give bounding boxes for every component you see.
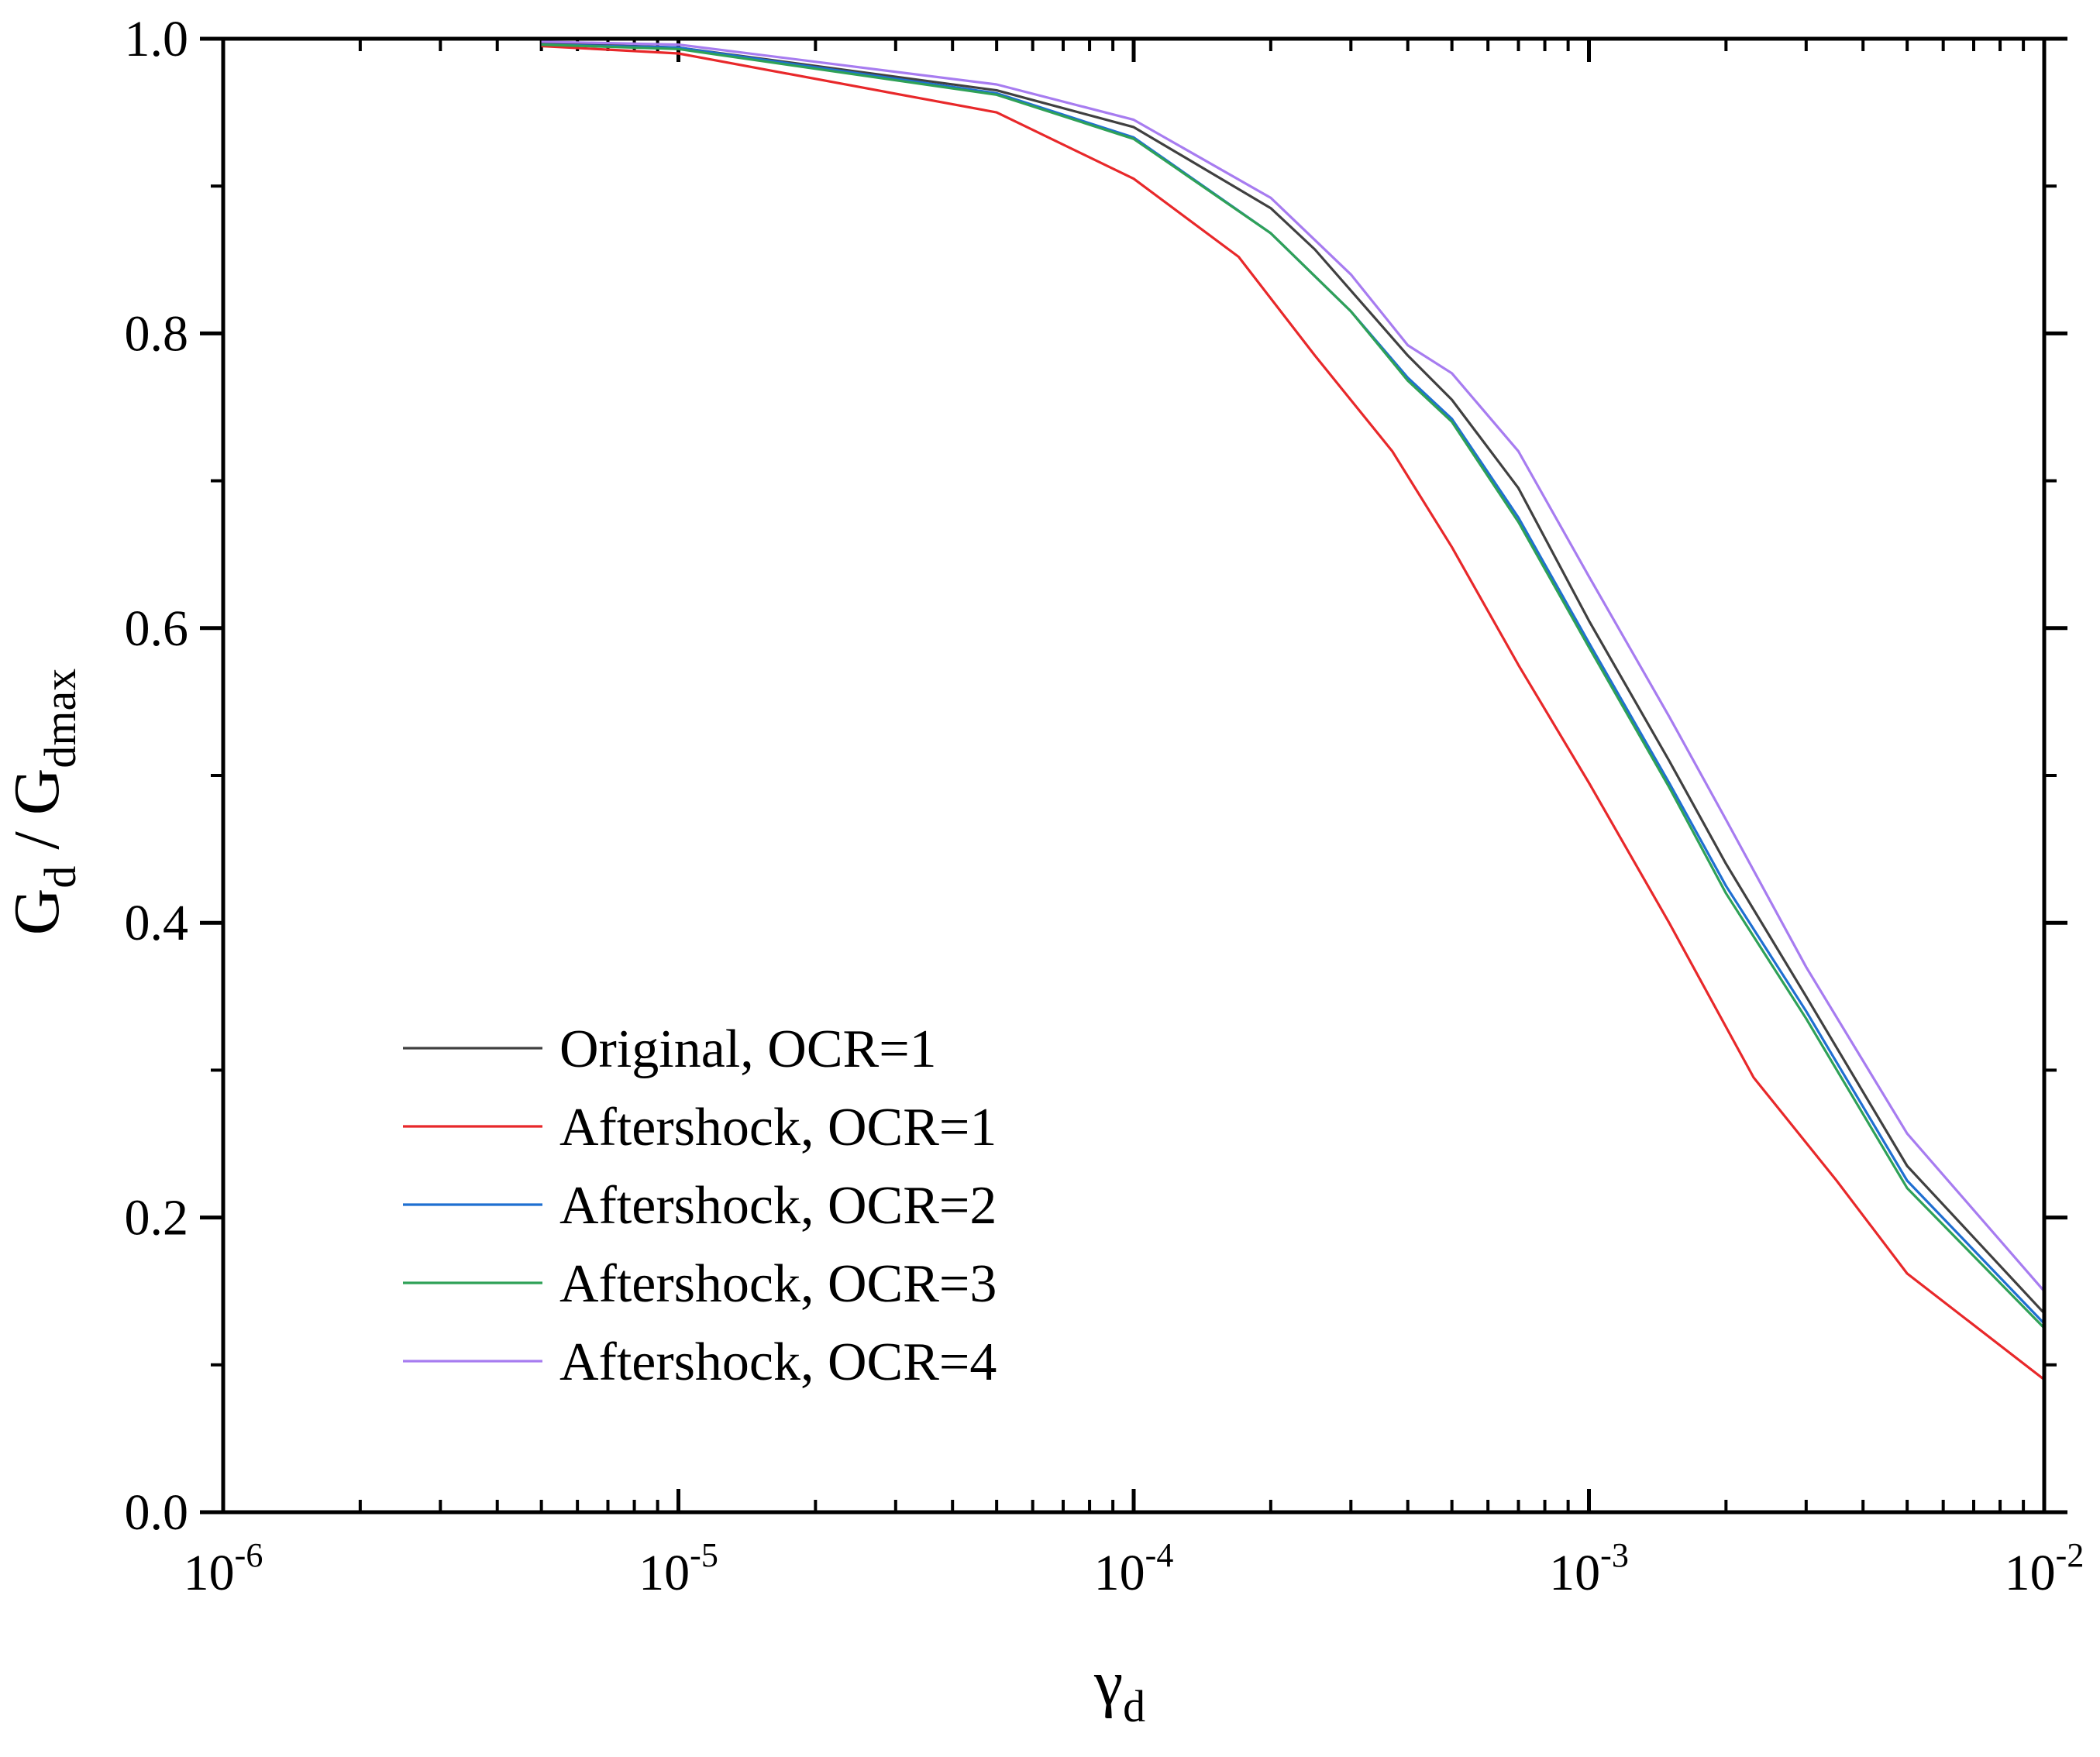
x-tick-label-base: 10: [2005, 1545, 2056, 1601]
x-tick-label-base: 10: [639, 1545, 690, 1601]
x-tick-label-base: 10: [1094, 1545, 1145, 1601]
y-axis-label-sub2: dmax: [35, 669, 85, 768]
series-line-aftershock-ocr-1: [541, 44, 2045, 1381]
y-axis-label: Gd / Gdmax: [1, 669, 85, 936]
y-axis-label-main1: G: [1, 889, 73, 936]
x-tick-label: 10-4: [1094, 1536, 1174, 1601]
series-line-original-ocr-1: [541, 42, 2046, 1315]
x-tick-label-base: 10: [1549, 1545, 1600, 1601]
x-axis-label-sub: d: [1123, 1681, 1145, 1731]
x-axis-label: γd: [1093, 1647, 1145, 1731]
y-axis-label-middle: / G: [1, 768, 73, 866]
x-tick-label-exponent: -6: [235, 1536, 263, 1574]
series-layer: [541, 40, 2046, 1381]
x-tick-label-exponent: -3: [1600, 1536, 1629, 1574]
x-tick-label: 10-5: [639, 1536, 718, 1601]
plot-frame: [221, 36, 2047, 1515]
legend: Original, OCR=1 Aftershock, OCR=1 Aftersho…: [403, 1019, 997, 1392]
x-tick-label-base: 10: [184, 1545, 235, 1601]
y-tick-label: 0.0: [125, 1484, 189, 1541]
legend-label: Aftershock, OCR=1: [559, 1098, 997, 1157]
x-tick-label-exponent: -2: [2056, 1536, 2085, 1574]
series-line-aftershock-ocr-4: [541, 40, 2046, 1292]
x-tick-label-exponent: -4: [1145, 1536, 1174, 1574]
series-line-aftershock-ocr-3: [541, 43, 2046, 1329]
y-axis-label-sub1: d: [35, 866, 85, 889]
x-tick-label: 10-2: [2005, 1536, 2085, 1601]
y-tick-label: 1.0: [125, 11, 189, 67]
legend-label: Aftershock, OCR=3: [559, 1254, 997, 1314]
legend-label: Aftershock, OCR=4: [559, 1332, 997, 1392]
y-tick-label: 0.2: [125, 1190, 189, 1246]
legend-label: Aftershock, OCR=2: [559, 1176, 997, 1236]
ticks-layer: [200, 36, 2067, 1515]
legend-label: Original, OCR=1: [559, 1019, 937, 1079]
y-tick-label: 0.6: [125, 600, 189, 657]
x-tick-label-exponent: -5: [690, 1536, 718, 1574]
labels-layer: 10-6 10-5 10-4 10-3 10-20.00.20.40.60.81.0: [125, 11, 2085, 1601]
x-axis-label-main: γ: [1093, 1647, 1123, 1719]
y-tick-label: 0.4: [125, 895, 189, 951]
y-tick-label: 0.8: [125, 305, 189, 362]
x-tick-label: 10-3: [1549, 1536, 1629, 1601]
series-line-aftershock-ocr-2: [541, 43, 2046, 1325]
x-tick-label: 10-6: [184, 1536, 263, 1601]
